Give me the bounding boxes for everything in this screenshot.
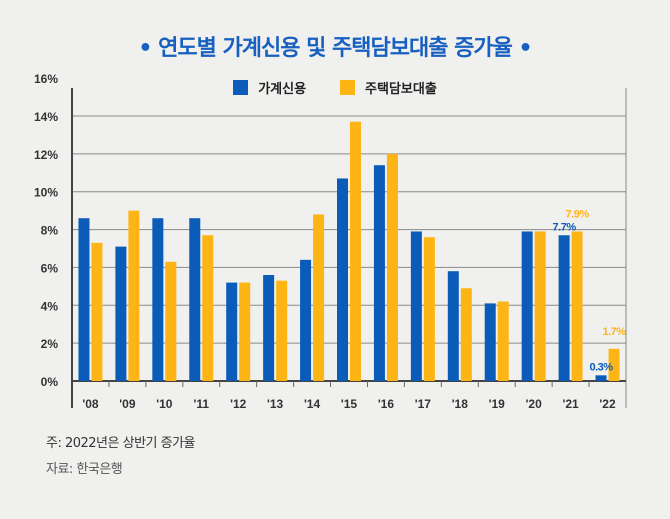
bar-mortgage — [128, 210, 140, 381]
bar-mortgage — [571, 231, 583, 381]
y-tick-label: 0% — [41, 375, 59, 389]
y-tick-label: 4% — [41, 299, 59, 313]
x-tick-label: '11 — [193, 397, 209, 411]
bar-mortgage — [202, 235, 214, 381]
x-tick-label: '15 — [341, 397, 358, 411]
bar-mortgage — [423, 237, 435, 381]
bar-mortgage — [91, 242, 103, 381]
bar-household-credit — [300, 259, 312, 381]
bar-household-credit — [263, 275, 275, 381]
legend-label-household-credit: 가계신용 — [258, 82, 307, 97]
bar-household-credit — [373, 165, 385, 381]
bar-household-credit — [521, 231, 533, 381]
y-tick-label: 6% — [41, 261, 59, 275]
legend-label-mortgage: 주택담보대출 — [365, 82, 437, 97]
y-tick-label: 8% — [41, 224, 59, 238]
bar-household-credit — [484, 303, 496, 381]
x-tick-label: '08 — [82, 397, 99, 411]
legend-item-household-credit: 가계신용 — [233, 78, 306, 97]
legend-swatch-household-credit — [233, 80, 249, 95]
y-tick-label: 14% — [34, 110, 58, 124]
x-tick-label: '20 — [526, 397, 543, 411]
footnote: 주: 2022년은 상반기 증가율 — [46, 436, 196, 451]
data-label: 0.3% — [589, 361, 613, 373]
bar-household-credit — [115, 246, 127, 381]
bar-mortgage — [497, 301, 509, 381]
bar-mortgage — [313, 214, 325, 381]
legend-swatch-mortgage — [340, 80, 356, 95]
x-tick-label: '19 — [489, 397, 506, 411]
bar-household-credit — [152, 218, 164, 381]
bar-household-credit — [558, 235, 570, 381]
y-tick-label: 2% — [41, 337, 59, 351]
chart-title: • 연도별 가계신용 및 주택담보대출 증가율 • — [138, 36, 532, 61]
x-tick-label: '16 — [378, 397, 395, 411]
bar-mortgage — [350, 121, 361, 381]
bar-mortgage — [239, 282, 251, 381]
source-note: 자료: 한국은행 — [46, 462, 123, 477]
y-tick-label: 12% — [34, 148, 58, 162]
y-tick-label: 10% — [34, 186, 58, 200]
x-tick-label: '12 — [230, 397, 247, 411]
bar-household-credit — [447, 271, 459, 381]
data-label: 7.9% — [566, 208, 590, 220]
data-label: 1.7% — [602, 326, 626, 338]
bar-household-credit — [78, 218, 90, 381]
bar-household-credit — [226, 282, 238, 381]
bar-household-credit — [337, 178, 348, 381]
x-tick-label: '14 — [304, 397, 321, 411]
bar-household-credit — [410, 231, 422, 381]
bar-household-credit — [189, 218, 201, 381]
y-tick-label: 16% — [34, 72, 58, 86]
bar-mortgage — [534, 231, 546, 381]
bar-mortgage — [165, 261, 177, 381]
x-tick-label: '18 — [452, 397, 469, 411]
x-tick-label: '10 — [156, 397, 173, 411]
bar-mortgage — [460, 288, 472, 381]
x-tick-label: '13 — [267, 397, 284, 411]
x-tick-label: '22 — [599, 397, 616, 411]
data-label: 7.7% — [553, 221, 577, 233]
x-tick-label: '17 — [415, 397, 432, 411]
legend: 가계신용 주택담보대출 — [0, 78, 670, 97]
x-tick-label: '21 — [562, 397, 579, 411]
bar-household-credit — [595, 375, 607, 381]
bar-mortgage — [608, 348, 620, 381]
x-tick-label: '09 — [119, 397, 136, 411]
legend-item-mortgage: 주택담보대출 — [340, 78, 437, 97]
bar-mortgage — [386, 153, 398, 381]
bar-mortgage — [276, 280, 288, 381]
